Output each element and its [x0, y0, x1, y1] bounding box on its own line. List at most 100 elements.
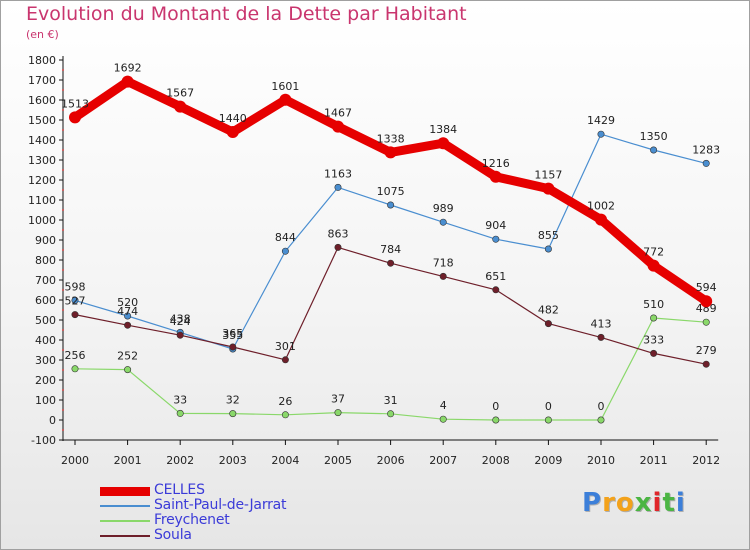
- data-point: [702, 360, 710, 368]
- data-label: 520: [117, 296, 138, 309]
- data-label: 0: [492, 400, 499, 413]
- logo-letter: i: [675, 488, 686, 518]
- data-label: 1216: [482, 157, 510, 170]
- data-point: [597, 130, 605, 138]
- data-label: 844: [275, 231, 296, 244]
- chart-title: Evolution du Montant de la Dette par Hab…: [26, 3, 467, 25]
- data-point: [69, 111, 81, 124]
- data-point: [281, 411, 289, 419]
- y-minor-tick: [62, 109, 64, 111]
- proxiti-logo: Proxiti: [582, 488, 686, 518]
- y-minor-tick: [62, 409, 64, 411]
- data-point: [71, 311, 79, 319]
- y-minor-tick: [62, 69, 64, 71]
- y-tick-label: 100: [35, 394, 56, 407]
- data-label: 772: [643, 246, 664, 259]
- data-label: 594: [696, 281, 717, 294]
- legend-label: CELLES: [154, 482, 205, 498]
- data-label: 279: [696, 344, 717, 357]
- y-tick-label: 1800: [28, 54, 56, 67]
- x-tick-label: 2001: [114, 454, 142, 467]
- legend-item-celles: CELLES: [100, 482, 360, 498]
- data-point: [279, 93, 292, 106]
- y-tick-label: 500: [35, 314, 56, 327]
- y-tick-label: 800: [35, 254, 56, 267]
- x-tick-label: 2000: [61, 454, 89, 467]
- logo-letter: x: [634, 488, 653, 518]
- data-label: 482: [538, 304, 559, 317]
- data-label: 424: [170, 315, 191, 328]
- data-point: [174, 100, 187, 113]
- data-point: [387, 410, 395, 418]
- data-label: 510: [643, 298, 664, 311]
- data-label: 1513: [61, 97, 89, 110]
- y-tick-label: 0: [49, 414, 56, 427]
- y-tick-label: -100: [31, 434, 56, 447]
- x-tick-label: 2003: [219, 454, 247, 467]
- data-label: 301: [275, 340, 296, 353]
- data-point: [176, 331, 184, 339]
- legend-label: Soula: [154, 527, 192, 543]
- series-celles: 1513 1692 1567 1440 1601 1467 1338 1384 1216 1157…: [61, 62, 717, 308]
- y-tick-label: 900: [35, 234, 56, 247]
- data-point: [439, 272, 447, 280]
- data-label: 1567: [166, 87, 194, 100]
- legend-item-saint-paul-de-jarrat: Saint-Paul-de-Jarrat: [100, 497, 360, 513]
- data-point: [650, 146, 658, 154]
- logo-letter: i: [652, 488, 663, 518]
- data-point: [595, 213, 607, 226]
- legend-swatch: [100, 535, 150, 537]
- x-tick-label: 2006: [377, 454, 405, 467]
- data-point: [544, 416, 552, 424]
- y-minor-tick: [62, 429, 64, 431]
- data-label: 413: [591, 317, 612, 330]
- data-label: 598: [65, 280, 86, 293]
- data-point: [281, 356, 289, 364]
- y-tick-label: 1000: [28, 214, 56, 227]
- data-point: [702, 318, 710, 326]
- data-label: 718: [433, 256, 454, 269]
- y-tick-label: 400: [35, 334, 56, 347]
- x-tick-label: 2002: [166, 454, 194, 467]
- legend-swatch: [100, 520, 150, 522]
- data-point: [437, 137, 450, 150]
- data-point: [544, 320, 552, 328]
- legend-item-soula: Soula: [100, 527, 360, 543]
- data-label: 0: [598, 400, 605, 413]
- data-point: [492, 286, 500, 294]
- y-minor-tick: [62, 249, 64, 251]
- data-label: 32: [226, 394, 240, 407]
- x-tick-label: 2012: [692, 454, 720, 467]
- data-point: [700, 295, 713, 308]
- y-minor-tick: [62, 229, 64, 231]
- y-tick-label: 700: [35, 274, 56, 287]
- data-label: 474: [117, 305, 138, 318]
- data-point: [229, 343, 237, 351]
- y-minor-tick: [62, 329, 64, 331]
- data-point: [281, 247, 289, 255]
- legend-swatch: [100, 486, 150, 496]
- data-label: 1601: [271, 80, 299, 93]
- data-point: [334, 183, 342, 191]
- y-tick-label: 600: [35, 294, 56, 307]
- data-point: [334, 409, 342, 417]
- data-label: 784: [380, 243, 401, 256]
- y-minor-tick: [62, 129, 64, 131]
- x-tick-label: 2007: [429, 454, 457, 467]
- x-tick-label: 2008: [482, 454, 510, 467]
- data-label: 365: [222, 327, 243, 340]
- data-point: [542, 182, 555, 195]
- y-minor-tick: [62, 89, 64, 91]
- y-tick-label: 1700: [28, 74, 56, 87]
- legend-swatch: [100, 505, 150, 507]
- series-soula: 527 474 424 365 301 863 784 718 651 482 413 333 279: [65, 227, 717, 368]
- y-minor-tick: [62, 209, 64, 211]
- data-point: [597, 416, 605, 424]
- y-minor-tick: [62, 149, 64, 151]
- data-label: 651: [485, 270, 506, 283]
- y-tick-label: 1500: [28, 114, 56, 127]
- data-label: 1692: [114, 62, 142, 75]
- y-minor-tick: [62, 369, 64, 371]
- x-tick-label: 2009: [534, 454, 562, 467]
